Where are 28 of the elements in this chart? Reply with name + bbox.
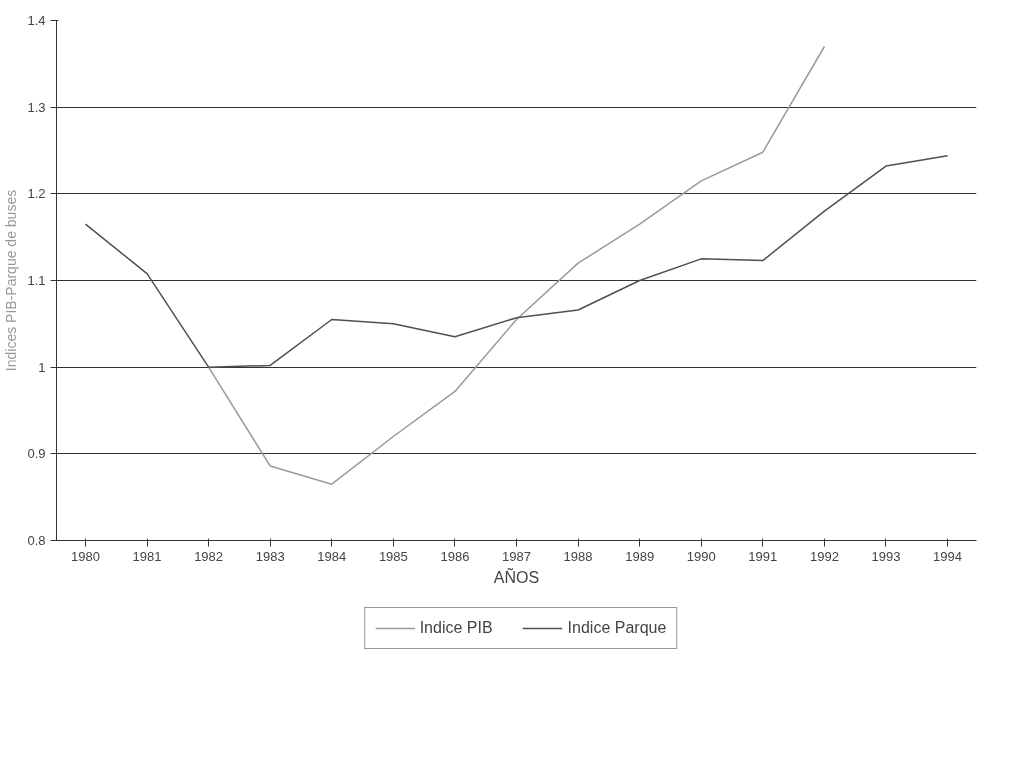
line-series bbox=[207, 45, 826, 485]
y-tick-label: 1.1 bbox=[27, 273, 46, 288]
y-tick-label: 0.9 bbox=[27, 446, 46, 462]
legend-label: Indice PIB bbox=[419, 619, 493, 637]
legend-label: Indice Parque bbox=[567, 619, 667, 637]
x-tick-label: 1982 bbox=[194, 548, 224, 564]
y-tick-label: 1 bbox=[38, 359, 46, 375]
x-tick-label: 1980 bbox=[70, 548, 100, 564]
x-axis-title: AÑOS bbox=[493, 566, 540, 586]
x-tick-label: 1992 bbox=[809, 548, 839, 564]
x-tick-label: 1990 bbox=[686, 548, 716, 564]
x-tick-label: 1984 bbox=[317, 548, 347, 564]
y-tick-label: 1.4 bbox=[27, 13, 46, 28]
x-tick-label: 1993 bbox=[871, 548, 901, 564]
y-tick-label: 1.3 bbox=[27, 99, 46, 115]
x-tick-label: 1988 bbox=[563, 548, 593, 564]
x-tick-label: 1994 bbox=[933, 548, 963, 564]
x-tick-label: 1983 bbox=[255, 548, 285, 564]
x-tick-label: 1986 bbox=[440, 548, 470, 564]
y-axis-title: Indices PIB-Parque de buses bbox=[3, 189, 20, 372]
line-series bbox=[84, 154, 949, 368]
x-tick-label: 1981 bbox=[132, 548, 162, 564]
x-tick-label: 1987 bbox=[502, 548, 531, 564]
y-tick-label: 0.8 bbox=[27, 533, 46, 548]
x-tick-label: 1985 bbox=[378, 548, 408, 564]
x-tick-label: 1991 bbox=[748, 548, 778, 564]
x-tick-label: 1989 bbox=[625, 548, 655, 564]
y-tick-label: 1.2 bbox=[27, 186, 46, 202]
